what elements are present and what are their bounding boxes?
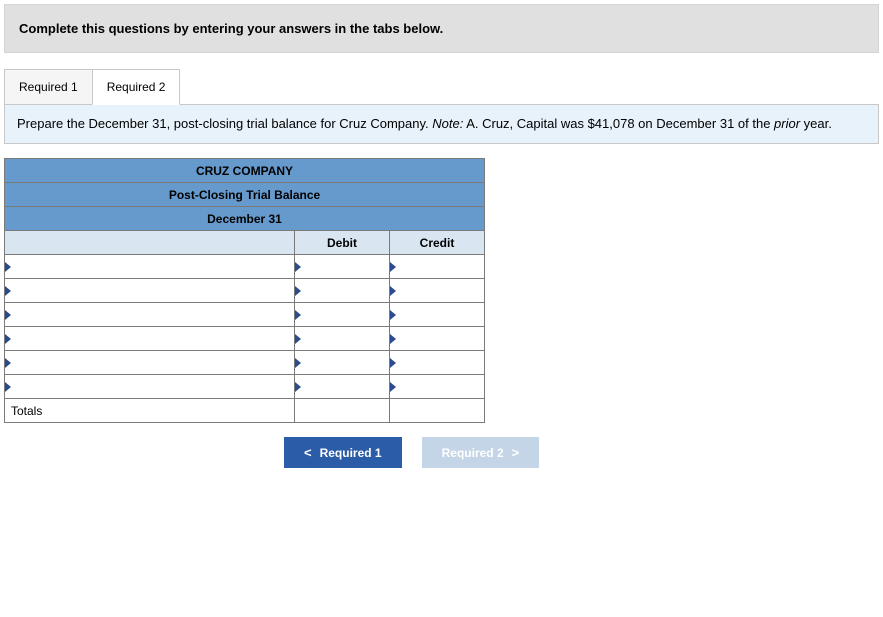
instruction-text: Complete this questions by entering your… — [19, 21, 443, 36]
dropdown-triangle-icon — [390, 358, 396, 368]
account-cell[interactable] — [5, 255, 295, 279]
nav-buttons: < Required 1 Required 2 > — [284, 437, 879, 468]
table-company: CRUZ COMPANY — [5, 159, 485, 183]
dropdown-triangle-icon — [5, 382, 11, 392]
credit-cell[interactable] — [390, 351, 485, 375]
table-row — [5, 375, 485, 399]
dropdown-triangle-icon — [5, 334, 11, 344]
dropdown-triangle-icon — [295, 286, 301, 296]
dropdown-triangle-icon — [5, 262, 11, 272]
account-cell[interactable] — [5, 375, 295, 399]
totals-credit — [390, 399, 485, 423]
dropdown-triangle-icon — [295, 358, 301, 368]
dropdown-triangle-icon — [295, 262, 301, 272]
account-cell[interactable] — [5, 303, 295, 327]
account-cell[interactable] — [5, 327, 295, 351]
trial-balance-table: CRUZ COMPANY Post-Closing Trial Balance … — [4, 158, 485, 423]
debit-cell[interactable] — [295, 303, 390, 327]
credit-cell[interactable] — [390, 375, 485, 399]
table-row — [5, 279, 485, 303]
dropdown-triangle-icon — [390, 334, 396, 344]
dropdown-triangle-icon — [390, 382, 396, 392]
dropdown-triangle-icon — [295, 310, 301, 320]
credit-cell[interactable] — [390, 279, 485, 303]
chevron-right-icon: > — [512, 445, 520, 460]
tabs-row: Required 1 Required 2 — [4, 69, 879, 105]
totals-label: Totals — [5, 399, 295, 423]
credit-cell[interactable] — [390, 303, 485, 327]
prompt-note-label: Note: — [432, 116, 463, 131]
table-row — [5, 351, 485, 375]
dropdown-triangle-icon — [5, 286, 11, 296]
credit-cell[interactable] — [390, 255, 485, 279]
dropdown-triangle-icon — [295, 382, 301, 392]
next-label: Required 2 — [442, 446, 504, 460]
dropdown-triangle-icon — [5, 310, 11, 320]
tab-label: Required 1 — [19, 80, 78, 94]
col-credit: Credit — [390, 231, 485, 255]
table-row — [5, 255, 485, 279]
prompt-italic: prior — [774, 116, 800, 131]
credit-cell[interactable] — [390, 327, 485, 351]
dropdown-triangle-icon — [295, 334, 301, 344]
debit-cell[interactable] — [295, 279, 390, 303]
prev-button[interactable]: < Required 1 — [284, 437, 402, 468]
chevron-left-icon: < — [304, 445, 312, 460]
debit-cell[interactable] — [295, 351, 390, 375]
account-cell[interactable] — [5, 351, 295, 375]
debit-cell[interactable] — [295, 375, 390, 399]
tab-label: Required 2 — [107, 80, 166, 94]
debit-cell[interactable] — [295, 255, 390, 279]
tab-required-1[interactable]: Required 1 — [4, 69, 93, 105]
prompt-box: Prepare the December 31, post-closing tr… — [4, 104, 879, 144]
col-debit: Debit — [295, 231, 390, 255]
table-row — [5, 303, 485, 327]
dropdown-triangle-icon — [390, 262, 396, 272]
table-date: December 31 — [5, 207, 485, 231]
dropdown-triangle-icon — [390, 286, 396, 296]
totals-debit — [295, 399, 390, 423]
dropdown-triangle-icon — [5, 358, 11, 368]
dropdown-triangle-icon — [390, 310, 396, 320]
tab-required-2[interactable]: Required 2 — [92, 69, 181, 105]
table-row — [5, 327, 485, 351]
prompt-text-2: A. Cruz, Capital was $41,078 on December… — [463, 116, 774, 131]
table-title: Post-Closing Trial Balance — [5, 183, 485, 207]
col-account-blank — [5, 231, 295, 255]
prev-label: Required 1 — [320, 446, 382, 460]
instruction-banner: Complete this questions by entering your… — [4, 4, 879, 53]
account-cell[interactable] — [5, 279, 295, 303]
prompt-text: Prepare the December 31, post-closing tr… — [17, 116, 432, 131]
debit-cell[interactable] — [295, 327, 390, 351]
next-button: Required 2 > — [422, 437, 540, 468]
prompt-text-3: year. — [800, 116, 832, 131]
